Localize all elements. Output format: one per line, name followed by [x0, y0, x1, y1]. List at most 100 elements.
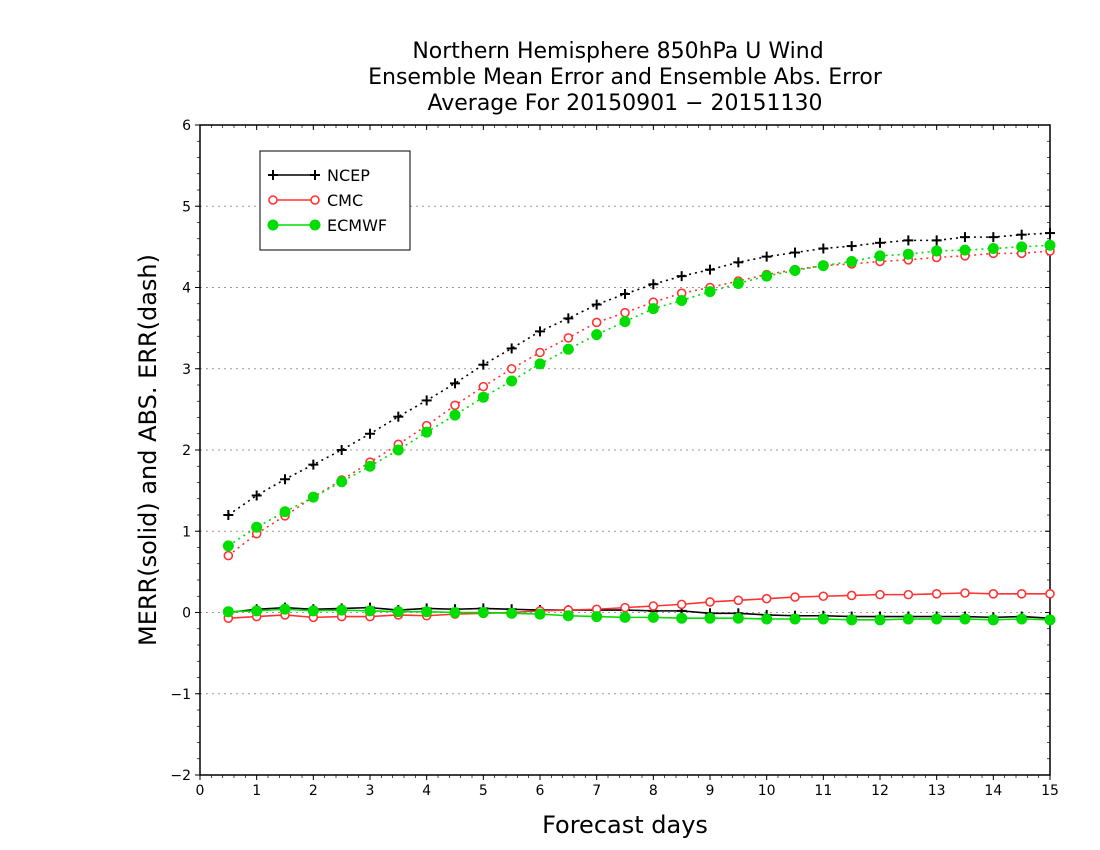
mean-error-point [732, 612, 744, 624]
abs-error-point [761, 251, 772, 262]
abs-error-point [875, 237, 885, 248]
x-tick-label: 5 [479, 783, 488, 799]
abs-error-point [647, 303, 659, 315]
mean-error-point [960, 588, 970, 598]
abs-error-point [619, 316, 631, 328]
mean-error-line-cmc [228, 592, 1050, 619]
mean-error-point [704, 612, 716, 624]
abs-error-point [988, 232, 999, 243]
abs-error-point [676, 295, 688, 306]
abs-error-point [648, 279, 659, 290]
x-tick-label: 11 [814, 783, 832, 799]
abs-error-point [392, 444, 404, 456]
legend-label: CMC [327, 191, 363, 210]
legend-label: NCEP [327, 166, 370, 185]
axis-ticks [195, 124, 1051, 780]
chart-title-line-3: Average For 20150901 − 20151130 [427, 91, 822, 116]
y-tick-label: −1 [170, 687, 191, 703]
abs-error-point [506, 363, 517, 374]
mean-error-point [818, 591, 829, 602]
mean-error-point [506, 607, 518, 619]
legend-entry-ncep: NCEP [268, 166, 370, 185]
abs-error-point [790, 247, 800, 258]
x-tick-label: 10 [758, 783, 776, 799]
mean-error-point [931, 589, 942, 599]
legend-marker-end [310, 170, 320, 180]
abs-error-point [251, 521, 263, 533]
abs-error-point [307, 491, 319, 503]
y-tick-label: 5 [182, 199, 191, 215]
abs-error-point [960, 232, 970, 243]
abs-error-point [1016, 241, 1028, 253]
abs-error-point [1016, 229, 1027, 240]
abs-error-point [450, 400, 460, 411]
mean-error-point [421, 606, 433, 618]
x-tick-label: 2 [309, 783, 318, 799]
abs-error-point [535, 326, 545, 337]
mean-error-point [902, 613, 914, 625]
abs-error-point [761, 270, 773, 282]
mean-error-point [761, 593, 772, 604]
abs-error-point [279, 506, 291, 518]
x-tick-label: 9 [706, 783, 715, 799]
x-tick-label: 7 [592, 783, 601, 799]
abs-error-point [308, 459, 319, 470]
x-tick-label: 12 [871, 783, 889, 799]
abs-error-point [903, 235, 914, 246]
mean-error-point [676, 612, 688, 624]
legend-marker-start [268, 170, 278, 180]
x-axis-label: Forecast days [542, 811, 708, 839]
abs-error-point [591, 317, 602, 328]
legend-entry-ecmwf: ECMWF [267, 216, 387, 235]
series-layer [222, 228, 1056, 626]
x-tick-label: 0 [196, 783, 205, 799]
mean-error-point [790, 592, 800, 602]
mean-error-point [676, 599, 687, 610]
abs-error-point [421, 395, 432, 406]
abs-error-point [450, 378, 460, 389]
mean-error-point [279, 603, 291, 615]
legend-marker-start [267, 219, 279, 231]
x-tick-label: 14 [984, 783, 1002, 799]
mean-error-point [647, 611, 659, 623]
mean-error-point [931, 613, 943, 625]
x-tick-label: 4 [422, 783, 431, 799]
mean-error-point [903, 589, 914, 600]
mean-error-point [874, 614, 886, 626]
legend-marker-start [268, 195, 278, 205]
y-tick-label: 0 [182, 606, 191, 622]
mean-error-point [307, 605, 319, 617]
x-tick-label: 13 [928, 783, 946, 799]
abs-error-point [902, 248, 914, 260]
abs-error-line-cmc [227, 250, 1051, 557]
abs-error-point [562, 343, 574, 355]
abs-error-point [223, 510, 234, 520]
abs-error-point [591, 299, 602, 310]
legend-entry-cmc: CMC [268, 191, 363, 210]
plot-area-frame [199, 124, 1051, 776]
y-axis-label: MERR(solid) and ABS. ERR(dash) [134, 254, 162, 646]
abs-error-point [280, 474, 290, 485]
mean-error-point [392, 606, 404, 618]
mean-error-point [1016, 613, 1028, 625]
mean-error-point [959, 613, 971, 625]
abs-error-line-ncep [227, 232, 1051, 516]
mean-error-point [988, 589, 999, 599]
abs-error-point [817, 260, 829, 272]
y-tick-label: −2 [170, 768, 191, 784]
mean-error-point [620, 602, 630, 613]
series-ecmwf [222, 239, 1056, 626]
abs-error-point [506, 343, 517, 354]
y-tick-label: 3 [182, 362, 191, 378]
mean-error-point [789, 613, 801, 625]
abs-error-point [846, 241, 857, 252]
abs-error-point [421, 426, 433, 438]
abs-error-point [931, 235, 942, 246]
mean-error-point [591, 611, 603, 623]
abs-error-point [705, 264, 715, 275]
legend: NCEP CMC ECMWF [259, 150, 411, 251]
abs-error-point [620, 289, 630, 299]
mean-error-point [1045, 589, 1055, 599]
mean-error-point [846, 590, 857, 601]
mean-error-point [477, 607, 489, 618]
